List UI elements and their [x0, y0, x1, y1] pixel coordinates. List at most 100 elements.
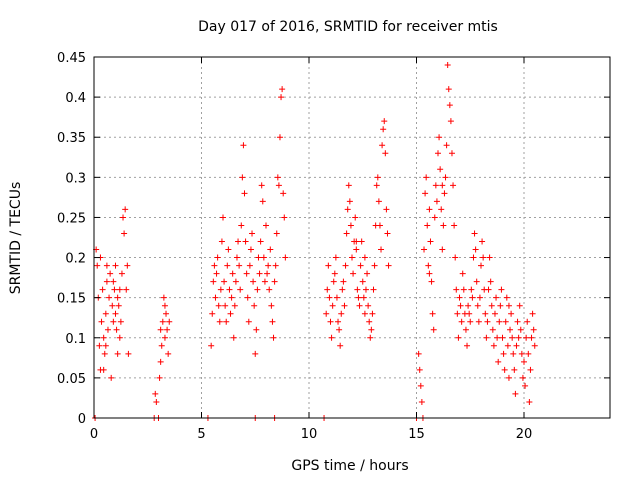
data-point [337, 342, 344, 349]
data-point [457, 302, 464, 309]
data-point [480, 254, 487, 261]
data-point [523, 334, 530, 341]
data-point [439, 246, 446, 253]
data-point [470, 254, 477, 261]
data-point [247, 246, 254, 253]
data-point [485, 286, 492, 293]
y-tick-label: 0.3 [65, 171, 86, 186]
data-point [429, 310, 436, 317]
data-point [252, 350, 259, 357]
x-tick-label: 20 [516, 427, 533, 442]
data-point [475, 318, 482, 325]
data-point [432, 182, 439, 189]
data-point [101, 350, 108, 357]
data-point [426, 206, 433, 213]
grid-lines [94, 56, 610, 418]
data-point [353, 238, 360, 245]
data-point [114, 350, 121, 357]
data-point [121, 230, 128, 237]
data-point [269, 318, 276, 325]
data-point [253, 326, 260, 333]
data-point [250, 278, 257, 285]
data-point [357, 262, 364, 269]
data-point [367, 334, 374, 341]
data-point [107, 270, 114, 277]
data-point [335, 318, 342, 325]
data-point [211, 262, 218, 269]
data-point [499, 334, 506, 341]
data-point [517, 326, 524, 333]
data-point [212, 294, 219, 301]
data-point [244, 294, 251, 301]
data-point [112, 262, 119, 269]
data-point [111, 286, 118, 293]
data-point [231, 302, 238, 309]
y-tick-label: 0.4 [65, 91, 86, 106]
data-point [157, 326, 164, 333]
data-point [361, 254, 368, 261]
data-point [96, 342, 103, 349]
data-point [447, 118, 454, 125]
data-point [156, 374, 163, 381]
data-point [425, 262, 432, 269]
data-point [243, 270, 250, 277]
data-point [433, 198, 440, 205]
data-point [271, 278, 278, 285]
y-tick-label: 0.05 [57, 372, 86, 387]
y-axis-label: SRMTID / TECUs [8, 182, 24, 295]
data-point [263, 222, 269, 229]
data-point [110, 278, 117, 285]
data-point [246, 262, 253, 269]
data-point [353, 246, 360, 253]
data-point [281, 214, 288, 221]
data-point [220, 214, 226, 221]
plot-frame [93, 56, 611, 419]
data-point [239, 174, 246, 181]
data-point [359, 278, 366, 285]
data-point [249, 230, 256, 237]
data-point [376, 222, 383, 229]
data-point [366, 318, 373, 325]
data-point [270, 334, 277, 341]
data-point [255, 254, 262, 261]
x-tick-label: 0 [90, 427, 98, 442]
data-point [123, 286, 130, 293]
y-tick-label: 0.2 [65, 252, 86, 267]
data-point [229, 270, 236, 277]
data-point [276, 134, 283, 141]
data-point [488, 302, 495, 309]
data-point [521, 358, 527, 365]
data-point [462, 326, 469, 333]
data-point [458, 318, 465, 325]
data-point [339, 286, 346, 293]
data-point [369, 310, 376, 317]
data-point [510, 350, 517, 357]
data-point [227, 310, 234, 317]
data-point [483, 334, 490, 341]
data-point [125, 350, 132, 357]
data-point [226, 286, 233, 293]
data-point [464, 342, 471, 349]
chart-title: Day 017 of 2016, SRMTID for receiver mti… [198, 19, 498, 35]
y-tick-label: 0.1 [65, 332, 86, 347]
data-point [165, 350, 172, 357]
x-tick-label: 10 [301, 427, 318, 442]
data-point [217, 286, 224, 293]
data-point [235, 238, 242, 245]
data-point [383, 206, 390, 213]
data-point [331, 270, 338, 277]
data-point [441, 190, 448, 197]
data-point [251, 302, 258, 309]
data-point [451, 222, 458, 229]
data-point [323, 310, 330, 317]
data-point [213, 270, 220, 277]
data-point [444, 62, 451, 69]
data-point [124, 262, 131, 269]
data-point [522, 382, 529, 389]
data-point [161, 302, 168, 309]
data-point [208, 342, 215, 349]
data-point [466, 310, 473, 317]
data-point [472, 246, 479, 253]
data-point [209, 310, 216, 317]
data-point [218, 238, 225, 245]
